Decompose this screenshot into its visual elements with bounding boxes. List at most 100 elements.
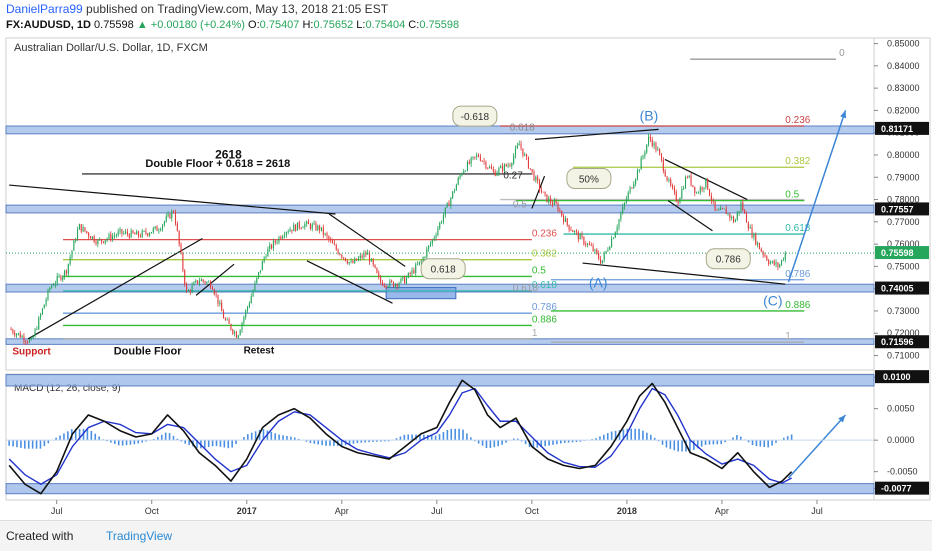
tradingview-logo[interactable]: TradingView [106,529,173,543]
candle-body [437,228,439,236]
callout-text: 0.786 [716,255,741,266]
candle-body [354,258,356,264]
candle-body [696,192,698,194]
candle-body [139,235,141,237]
chart-annotation: Double Floor + 0.618 = 2618 [145,158,290,170]
candle-body [49,288,51,290]
candle-body [553,200,555,205]
candle-body [182,253,184,271]
candle-body [581,234,583,237]
candle-body [442,215,444,222]
price-change: ▲ +0.00180 (+0.24%) [136,19,245,31]
trendline [531,175,546,209]
candle-body [322,227,324,235]
candle-body [137,231,140,236]
candle-body [511,163,513,167]
candle-body [415,264,417,274]
candle-body [10,328,12,330]
candle-body [635,178,637,184]
author-link[interactable]: DanielParra99 [6,2,83,16]
fib-level-label: 0.786 [785,269,810,280]
candle-body [548,198,550,203]
candle-body [306,221,308,224]
candle-body [32,336,34,339]
candle-body [265,256,267,258]
time-tick-label: Jul [431,506,443,516]
candle-body [165,216,167,222]
candle-body [224,318,226,320]
candle-body [298,222,300,228]
price-axis-area [873,37,931,501]
candle-body [751,227,753,238]
candle-body [782,259,785,261]
candle-body [210,281,212,288]
candle-body [47,289,49,300]
candle-body [647,136,650,145]
fib-level-label: 0.886 [532,314,557,325]
price-tick-label: 0.73000 [887,306,920,316]
candle-body [99,239,101,241]
chart-annotation: 0.27 [503,170,523,181]
projection-arrow-head [840,110,847,119]
time-tick-label: Apr [335,506,349,516]
price-tick-label: 0.82000 [887,105,920,115]
fib-level-label: 0.786 [532,302,557,313]
candle-body [444,207,446,216]
candle-body [34,329,36,337]
chart-annotation: Double Floor [114,345,183,357]
candle-body [483,160,485,162]
candle-body [245,310,247,318]
candle-body [282,236,284,239]
candle-body [470,157,472,164]
candle-body [54,283,56,286]
candle-body [289,229,291,232]
candle-body [585,244,587,245]
candle-body [126,231,128,235]
candle-body [572,230,574,233]
candle-body [176,223,178,231]
symbol-label: FX:AUDUSD, 1D [6,19,91,31]
price-chart[interactable]: Australian Dollar/U.S. Dollar, 1D, FXCM M… [0,0,932,520]
candle-body [84,227,86,232]
candle-body [378,273,380,277]
candle-body [725,208,727,215]
time-tick-label: Oct [525,506,540,516]
candle-body [73,240,75,251]
candle-body [43,304,45,309]
candle-body [169,213,171,219]
candle-body [500,165,502,169]
fib-level-label: 0 [839,48,845,59]
candle-body [599,258,602,264]
candle-body [178,230,180,245]
candle-body [570,229,572,231]
candle-body [246,306,249,311]
candle-body [343,257,345,259]
chart-annotation: 2618 [215,147,242,161]
candle-body [219,302,221,304]
candle-body [757,242,759,245]
candle-body [727,213,729,215]
candle-body [505,164,507,167]
candle-body [383,285,385,287]
candle-body [417,264,419,266]
candle-body [191,285,193,293]
candle-body [113,235,116,237]
candle-body [518,143,520,146]
macd-zone-bottom [5,483,875,495]
footer: Created with TradingView [0,520,932,551]
candle-body [302,227,304,229]
candle-body [498,168,500,173]
candle-body [485,161,487,168]
candle-body [348,262,350,264]
candle-body [721,208,724,209]
candle-body [666,176,668,181]
fib-level-label: 1 [785,331,791,342]
candle-body [76,229,79,241]
callout-bubble [420,258,466,280]
candle-body [335,244,337,250]
price-tick-label: 0.71000 [887,351,920,361]
candle-body [239,330,241,336]
candle-body [450,197,452,206]
price-label-box [875,281,929,295]
candle-body [82,227,84,232]
